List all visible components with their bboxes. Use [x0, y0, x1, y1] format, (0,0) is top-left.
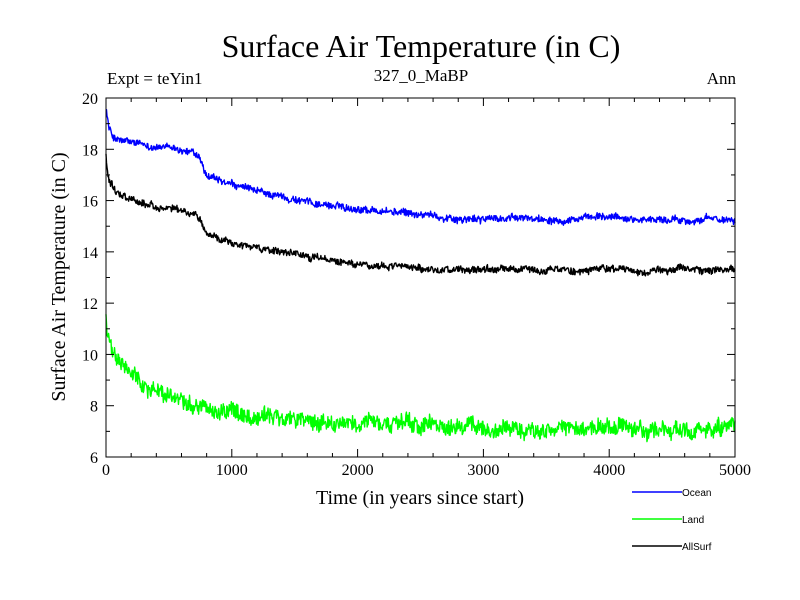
- experiment-label: Expt = teYin1: [107, 69, 203, 88]
- series-line-allsurf: [105, 153, 736, 277]
- x-tick-label: 1000: [216, 462, 248, 479]
- y-tick-label: 8: [90, 399, 98, 416]
- plot-lines: [105, 108, 736, 443]
- y-tick-label: 6: [90, 450, 98, 467]
- y-tick-label: 12: [82, 296, 98, 313]
- x-tick-label: 4000: [593, 462, 625, 479]
- chart-title: Surface Air Temperature (in C): [222, 28, 621, 64]
- x-tick-label: 2000: [342, 462, 374, 479]
- x-axis: 0 1000 2000 3000 4000 5000: [102, 98, 751, 479]
- season-label: Ann: [707, 69, 737, 88]
- x-tick-label: 0: [102, 462, 110, 479]
- y-tick-label: 10: [82, 347, 98, 364]
- chart-subtitle: 327_0_MaBP: [374, 66, 468, 85]
- x-tick-label: 3000: [467, 462, 499, 479]
- y-axis-label: Surface Air Temperature (in C): [48, 152, 70, 401]
- legend-label-allsurf: AllSurf: [682, 542, 712, 553]
- series-line-land: [105, 314, 736, 443]
- y-tick-label: 20: [82, 91, 98, 108]
- x-axis-label: Time (in years since start): [316, 487, 524, 509]
- x-tick-label: 5000: [719, 462, 751, 479]
- series-line-ocean: [105, 108, 736, 226]
- y-tick-label: 18: [82, 142, 98, 159]
- legend-label-ocean: Ocean: [682, 488, 711, 499]
- legend-label-land: Land: [682, 515, 704, 526]
- y-tick-label: 16: [82, 194, 98, 211]
- y-tick-label: 14: [82, 245, 98, 262]
- legend: Ocean Land AllSurf: [632, 488, 712, 553]
- y-axis: 6 8 10 12 14 16 18 20: [82, 91, 735, 467]
